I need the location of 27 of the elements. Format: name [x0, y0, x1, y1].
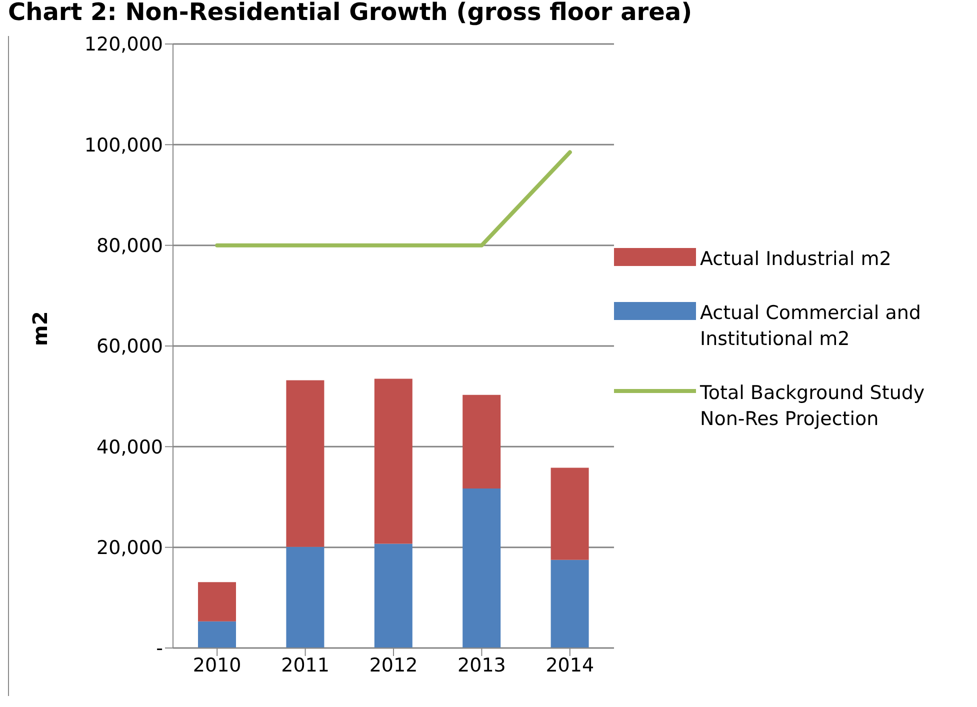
- bar: [374, 378, 412, 544]
- x-tick-label: 2012: [369, 654, 418, 676]
- x-tick-label: 2011: [281, 654, 330, 676]
- bar: [550, 560, 589, 648]
- x-tick-label: 2014: [546, 654, 594, 676]
- y-tick-label: -: [156, 638, 163, 660]
- bar: [198, 582, 236, 622]
- y-tick-label: 40,000: [96, 436, 163, 458]
- legend-label: Actual Commercial and Institutional m2: [700, 301, 922, 352]
- bar: [550, 468, 589, 560]
- y-axis-title: m2: [28, 311, 52, 346]
- x-tick-label: 2010: [192, 654, 242, 676]
- legend-label: Actual Industrial m2: [700, 247, 892, 272]
- legend-label: Total Background Study Non-Res Projection: [700, 381, 926, 432]
- y-tick-label: 60,000: [96, 336, 163, 358]
- bar: [286, 546, 324, 648]
- x-tick-label: 2013: [458, 654, 506, 676]
- y-tick-label: 80,000: [96, 235, 163, 258]
- bar: [374, 544, 412, 648]
- bar: [198, 621, 236, 648]
- y-tick-label: 20,000: [96, 537, 163, 560]
- bar: [286, 380, 324, 547]
- chart-title: Chart 2: Non-Residential Growth (gross floor area): [8, 0, 692, 26]
- y-tick-label: 120,000: [84, 34, 163, 56]
- y-tick-label: 100,000: [84, 134, 163, 156]
- bar: [462, 394, 501, 488]
- bar: [462, 488, 501, 648]
